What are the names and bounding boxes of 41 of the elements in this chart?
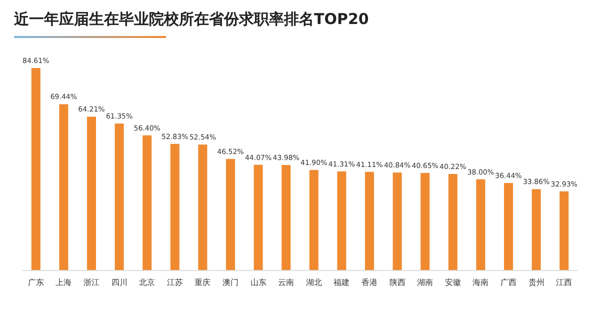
bar bbox=[170, 144, 180, 270]
x-tick-label: 江西 bbox=[556, 278, 572, 287]
bar bbox=[254, 164, 263, 270]
bar bbox=[365, 172, 374, 270]
bar bbox=[476, 179, 486, 270]
x-tick-label: 湖北 bbox=[306, 278, 322, 287]
x-tick-label: 香港 bbox=[362, 278, 378, 287]
x-tick-label: 广西 bbox=[500, 278, 516, 287]
x-tick-label: 湖南 bbox=[417, 278, 434, 287]
x-tick-label: 北京 bbox=[139, 278, 156, 287]
x-tick-label: 海南 bbox=[472, 278, 489, 287]
bar bbox=[448, 174, 458, 270]
bar bbox=[309, 170, 318, 270]
bar bbox=[532, 189, 541, 270]
x-tick-label: 福建 bbox=[334, 278, 350, 287]
bar bbox=[31, 68, 40, 270]
x-tick-label: 贵州 bbox=[528, 278, 544, 287]
x-tick-label: 上海 bbox=[56, 278, 72, 287]
bar bbox=[392, 172, 402, 270]
bar bbox=[560, 191, 569, 270]
x-tick-label: 四川 bbox=[111, 278, 128, 287]
bar bbox=[198, 144, 208, 270]
x-tick-label: 浙江 bbox=[84, 278, 100, 287]
x-tick-label: 安徽 bbox=[444, 278, 461, 287]
x-tick-label: 云南 bbox=[278, 278, 294, 287]
bar bbox=[420, 172, 430, 270]
bar bbox=[114, 124, 124, 270]
x-tick-label: 山东 bbox=[250, 278, 266, 287]
x-tick-label: 澳门 bbox=[222, 278, 238, 287]
x-tick-label: 重庆 bbox=[194, 278, 211, 287]
bar bbox=[337, 171, 346, 270]
bar bbox=[282, 165, 291, 270]
x-tick-label: 陕西 bbox=[389, 278, 406, 287]
bar bbox=[226, 158, 235, 270]
bar bbox=[504, 183, 513, 270]
chart-title: 近一年应届生在毕业院校所在省份求职率排名TOP20 bbox=[13, 10, 369, 28]
x-tick-label: 江苏 bbox=[166, 278, 183, 287]
x-tick-label: 广东 bbox=[28, 278, 44, 287]
bar bbox=[142, 135, 152, 270]
bar bbox=[87, 116, 96, 270]
bar bbox=[59, 104, 68, 270]
